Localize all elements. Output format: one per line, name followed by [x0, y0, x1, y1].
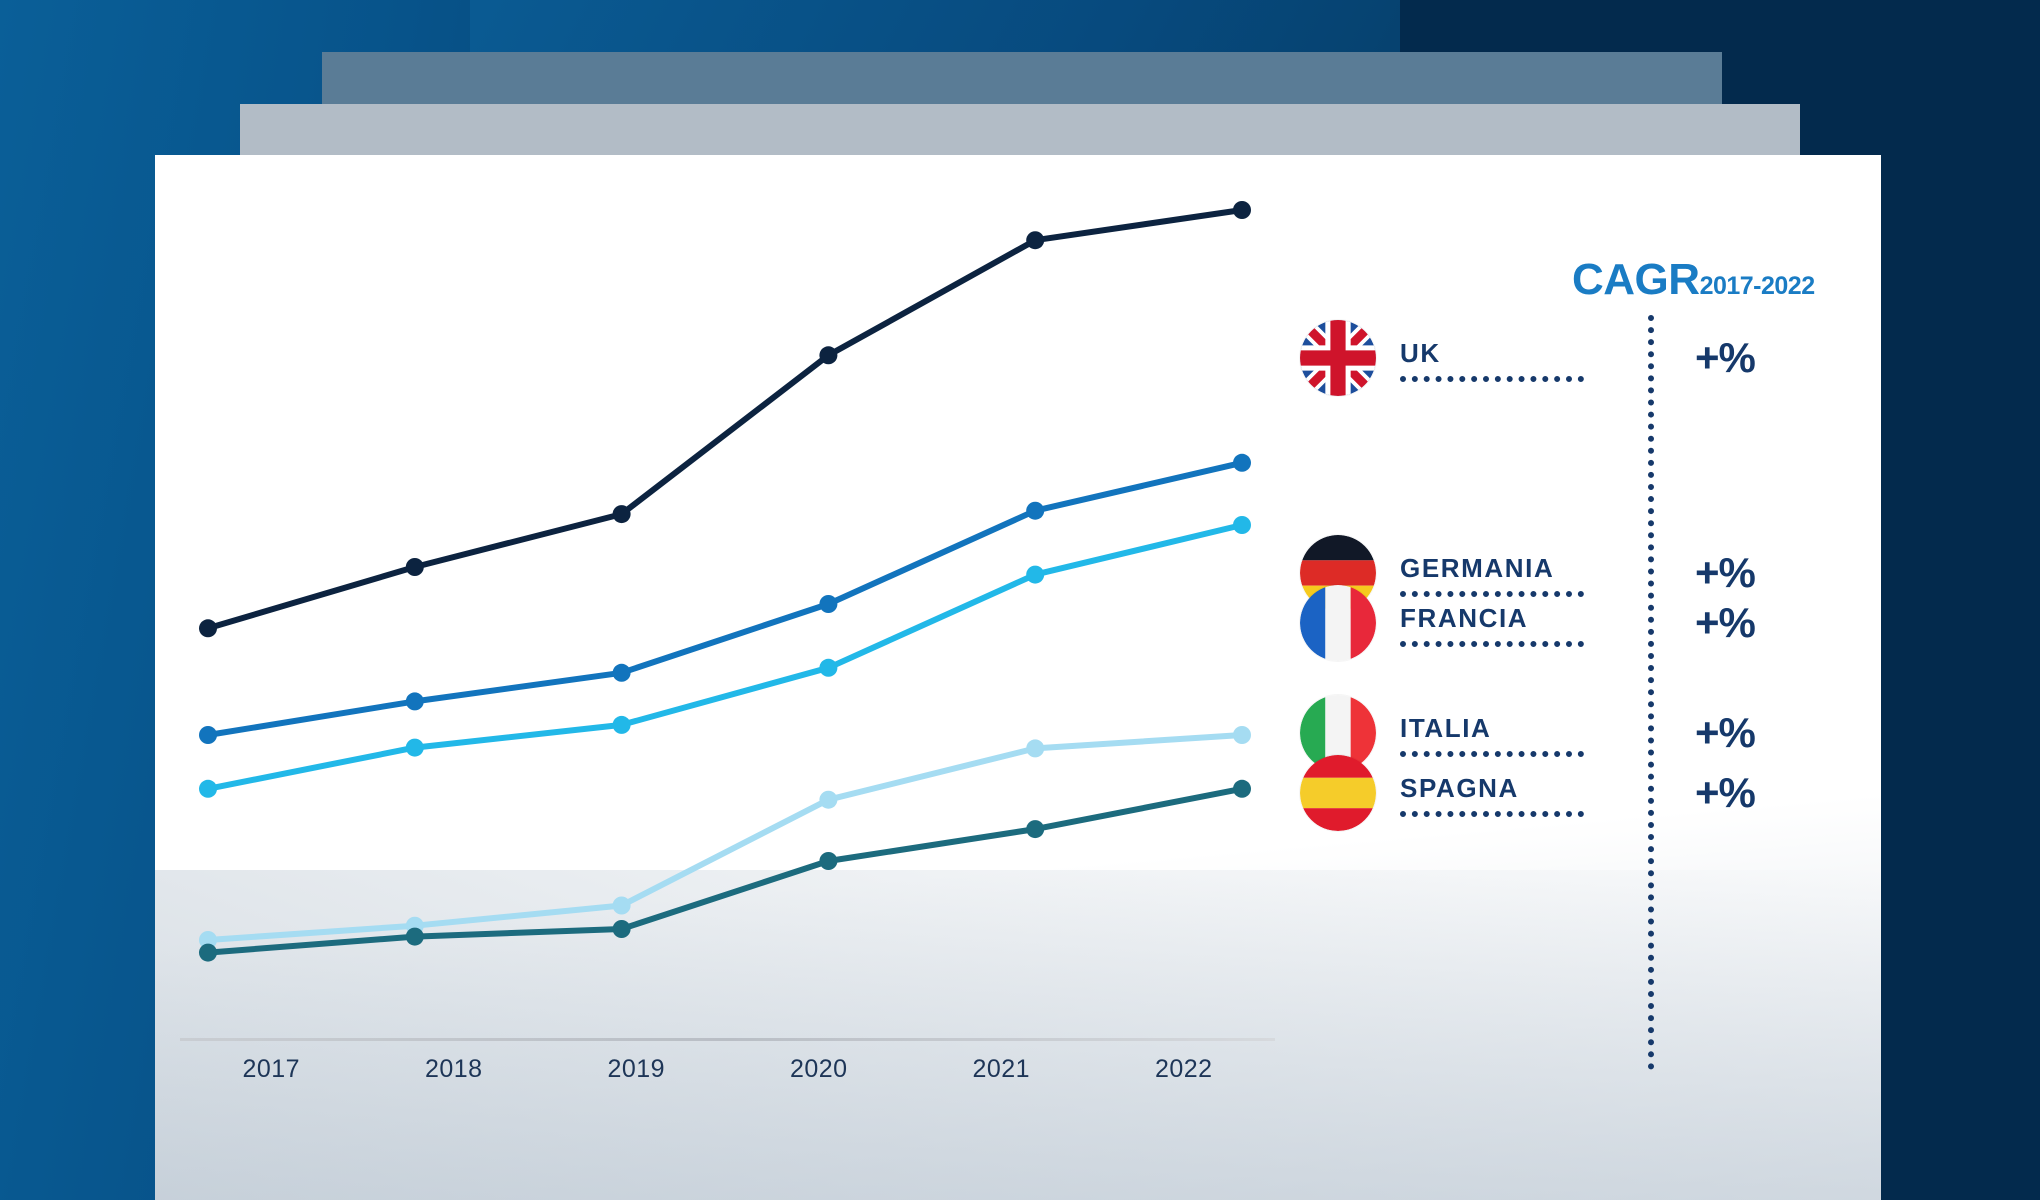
- series-germania: [199, 453, 1251, 744]
- data-point-germania-2020[interactable]: [819, 595, 838, 613]
- legend-country-label: ITALIA: [1400, 713, 1492, 743]
- legend-dotted-rule: [1400, 591, 1584, 597]
- chart-legend: CAGR2017-2022 UK +% GERMANIA +% FRANCIA +% ITA…: [1300, 255, 1830, 1070]
- legend-row-italia[interactable]: ITALIA +%: [1300, 690, 1830, 776]
- data-point-uk-2019[interactable]: [612, 505, 631, 524]
- legend-label-group: SPAGNA: [1400, 755, 1830, 831]
- data-point-francia-2020[interactable]: [819, 658, 838, 677]
- data-point-spagna-2017[interactable]: [199, 943, 217, 962]
- legend-dotted-rule: [1400, 811, 1584, 817]
- series-line-italia: [205, 732, 1245, 943]
- data-point-italia-2019[interactable]: [612, 896, 631, 915]
- data-point-francia-2021[interactable]: [1026, 565, 1045, 584]
- data-point-francia-2022[interactable]: [1233, 516, 1251, 534]
- x-axis-line: [180, 1038, 1275, 1041]
- data-point-uk-2022[interactable]: [1233, 201, 1251, 219]
- legend-label-group: GERMANIA: [1400, 535, 1830, 611]
- data-point-italia-2017[interactable]: [199, 931, 217, 949]
- legend-cagr-value: +%: [1695, 334, 1756, 381]
- data-point-germania-2019[interactable]: [612, 663, 631, 682]
- legend-country-label: FRANCIA: [1400, 603, 1529, 633]
- legend-dotted-rule: [1400, 376, 1584, 382]
- series-uk: [199, 201, 1251, 638]
- data-point-spagna-2022[interactable]: [1233, 779, 1251, 798]
- cagr-dotted-connector: [1648, 315, 1654, 1070]
- series-spagna: [199, 779, 1251, 962]
- legend-cagr-value: +%: [1695, 599, 1756, 646]
- data-point-italia-2021[interactable]: [1026, 739, 1045, 758]
- series-line-uk: [205, 207, 1245, 632]
- legend-label-group: ITALIA: [1400, 695, 1830, 771]
- x-axis-tick-2018: 2018: [424, 1055, 483, 1083]
- legend-label-group: UK: [1400, 320, 1830, 396]
- series-line-germania: [205, 459, 1245, 738]
- data-point-uk-2021[interactable]: [1026, 231, 1045, 250]
- data-point-uk-2017[interactable]: [199, 619, 217, 638]
- legend-country-label: SPAGNA: [1400, 773, 1519, 803]
- legend-cagr-value: +%: [1695, 709, 1756, 756]
- legend-country-label: GERMANIA: [1400, 553, 1555, 583]
- data-point-spagna-2018[interactable]: [405, 927, 424, 946]
- flag-uk-icon: [1300, 320, 1376, 396]
- legend-cagr-value: +%: [1695, 549, 1756, 596]
- line-chart-svg: [199, 201, 1251, 962]
- x-axis-tick-labels: 2017 2018 2019 2020 2021 2022: [180, 1055, 1275, 1084]
- data-point-spagna-2020[interactable]: [819, 852, 838, 870]
- data-point-uk-2018[interactable]: [405, 558, 424, 576]
- data-point-germania-2022[interactable]: [1233, 453, 1251, 472]
- x-axis-tick-2022: 2022: [1154, 1055, 1213, 1083]
- data-point-uk-2020[interactable]: [819, 346, 838, 365]
- flag-france-icon: [1300, 585, 1376, 661]
- x-axis-tick-2019: 2019: [607, 1055, 666, 1083]
- line-chart-plot-area: [180, 200, 1270, 1060]
- data-point-italia-2020[interactable]: [819, 790, 838, 809]
- data-point-francia-2018[interactable]: [405, 738, 424, 757]
- data-point-spagna-2021[interactable]: [1026, 820, 1045, 839]
- legend-row-spagna[interactable]: SPAGNA +%: [1300, 750, 1830, 836]
- legend-dotted-rule: [1400, 641, 1584, 647]
- legend-cagr-value: +%: [1695, 769, 1756, 816]
- data-point-francia-2019[interactable]: [612, 715, 631, 734]
- data-point-italia-2022[interactable]: [1233, 726, 1251, 744]
- series-line-spagna: [205, 785, 1245, 956]
- x-axis-tick-2021: 2021: [972, 1055, 1031, 1083]
- flag-spain-icon: [1300, 755, 1376, 831]
- legend-label-group: FRANCIA: [1400, 585, 1830, 661]
- legend-country-label: UK: [1400, 338, 1441, 368]
- x-axis-tick-2020: 2020: [789, 1055, 848, 1083]
- legend-row-uk[interactable]: UK +%: [1300, 315, 1830, 401]
- legend-dotted-rule: [1400, 751, 1584, 757]
- legend-row-francia[interactable]: FRANCIA +%: [1300, 580, 1830, 666]
- data-point-germania-2018[interactable]: [405, 692, 424, 711]
- data-point-francia-2017[interactable]: [199, 779, 217, 798]
- cagr-period-text: 2017-2022: [1699, 272, 1816, 300]
- x-axis-tick-2017: 2017: [242, 1055, 301, 1083]
- cagr-title: CAGR2017-2022: [1572, 255, 1815, 305]
- cagr-title-text: CAGR: [1572, 255, 1700, 304]
- data-point-spagna-2019[interactable]: [612, 920, 631, 938]
- data-point-germania-2021[interactable]: [1026, 501, 1045, 520]
- series-line-francia: [205, 522, 1245, 792]
- data-point-germania-2017[interactable]: [199, 726, 217, 744]
- series-francia: [199, 516, 1251, 798]
